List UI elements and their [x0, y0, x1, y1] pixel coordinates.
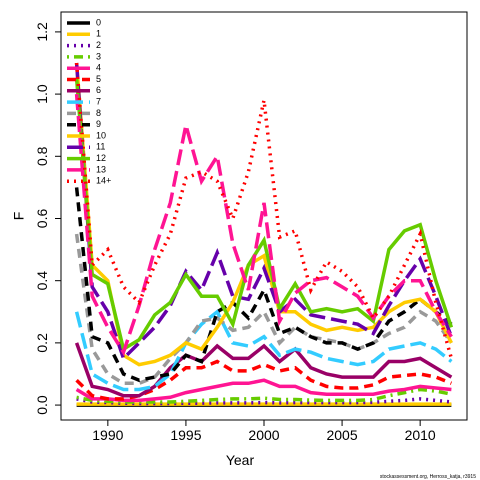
series-line: [74, 93, 453, 357]
y-tick-label: 0.0: [34, 395, 50, 415]
series-line: [74, 62, 454, 359]
legend-label: 6: [96, 85, 101, 95]
y-tick-label: 0.4: [34, 271, 50, 291]
series-line: [74, 342, 453, 398]
legend-label: 13: [96, 164, 106, 174]
legend-label: 5: [96, 74, 101, 84]
y-tick-label: 0.6: [34, 209, 50, 229]
series-line: [74, 187, 453, 383]
legend-label: 2: [96, 40, 101, 50]
x-tick-label: 2000: [248, 427, 279, 443]
legend-label: 4: [96, 63, 101, 73]
legend-label: 3: [96, 51, 101, 61]
x-tick-label: 2005: [326, 427, 357, 443]
legend-label: 8: [96, 108, 101, 118]
series-line: [74, 233, 453, 386]
series-line: [74, 62, 453, 367]
x-tick-label: 1990: [92, 427, 123, 443]
legend-label: 0: [96, 17, 101, 27]
y-axis-label: F: [11, 212, 27, 221]
credit: stockassessment.org, Herross_katja, r391…: [380, 474, 476, 480]
y-tick-label: 0.2: [34, 333, 50, 353]
series-line: [74, 309, 453, 392]
series-line: [74, 62, 454, 362]
y-tick-label: 1.0: [34, 84, 50, 104]
x-tick-label: 1995: [170, 427, 201, 443]
legend-label: 10: [96, 130, 106, 140]
series-line: [74, 78, 454, 352]
legend-label: 14+: [96, 176, 111, 186]
x-tick-label: 2010: [405, 427, 436, 443]
series-line: [75, 378, 452, 403]
legend-label: 11: [96, 142, 105, 152]
legend-label: 1: [96, 29, 101, 39]
legend-label: 12: [96, 153, 106, 163]
legend-label: 9: [96, 119, 101, 129]
y-tick-label: 1.2: [34, 22, 50, 42]
y-tick-label: 0.8: [34, 146, 50, 166]
legend-label: 7: [96, 96, 101, 106]
x-axis-label: Year: [226, 452, 255, 468]
